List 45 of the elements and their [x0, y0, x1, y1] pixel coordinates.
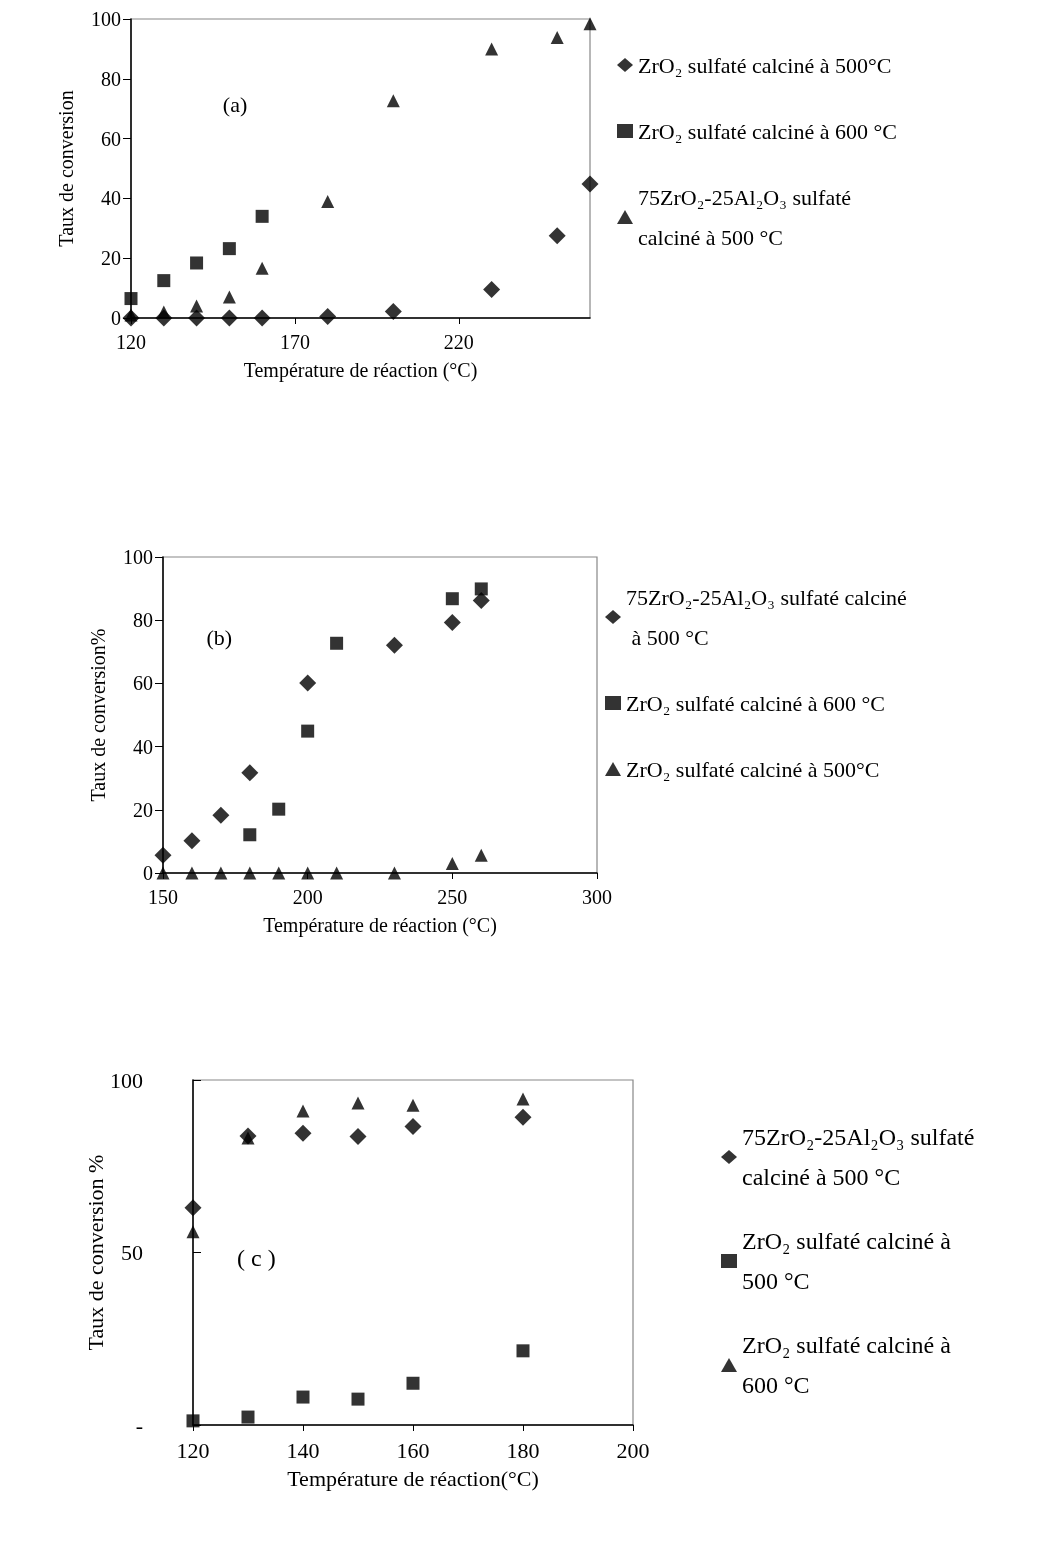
- y-axis-title: Taux de conversion%: [87, 628, 109, 802]
- y-tick-label: 100: [110, 1067, 143, 1093]
- y-tick-label: -: [135, 1412, 143, 1438]
- x-tick-label: 200: [292, 886, 323, 908]
- x-tick-label: 180: [506, 1437, 540, 1463]
- x-tick-label: 140: [286, 1437, 320, 1463]
- y-tick-label: 0: [143, 862, 153, 884]
- x-tick-label: 300: [582, 886, 612, 908]
- y-tick-label: 50: [121, 1240, 143, 1265]
- x-tick-label: 170: [279, 331, 310, 353]
- x-tick-label: 220: [443, 331, 474, 353]
- y-tick-label: 80: [133, 609, 153, 632]
- legend-label: 75ZrO₂-25Al₂O₃ sulfaté calciné à 500 °C: [626, 584, 907, 650]
- legend-label: ZrO₂ sulfaté calciné à 600 °C: [638, 118, 897, 144]
- x-tick-label: 120: [176, 1437, 210, 1463]
- x-axis-title: Température de réaction(°C): [287, 1465, 539, 1491]
- legend-label: ZrO₂ sulfaté calciné à 500 °C: [742, 1228, 957, 1294]
- annotation: ( c ): [237, 1244, 276, 1271]
- x-tick-label: 200: [616, 1437, 650, 1463]
- y-tick-label: 20: [133, 798, 153, 821]
- y-tick-label: 100: [91, 8, 121, 30]
- y-tick-label: 80: [101, 67, 121, 90]
- y-tick-label: 60: [101, 127, 121, 150]
- x-axis-title: Température de réaction (°C): [243, 359, 478, 382]
- annotation: (b): [206, 625, 233, 651]
- x-axis-title: Température de réaction (°C): [263, 914, 497, 937]
- legend-label: 75ZrO₂-25Al₂O₃ sulfaté calciné à 500 °C: [742, 1124, 981, 1190]
- legend-label: 75ZrO₂-25Al₂O₃ sulfaté calciné à 500 °C: [638, 184, 857, 250]
- y-tick-label: 0: [111, 307, 121, 329]
- y-tick-label: 40: [101, 187, 121, 210]
- legend-label: ZrO₂ sulfaté calciné à 600 °C: [742, 1332, 957, 1398]
- legend-label: ZrO₂ sulfaté calciné à 500°C: [638, 52, 892, 78]
- legend-label: ZrO₂ sulfaté calciné à 600 °C: [626, 690, 885, 716]
- legend-label: ZrO₂ sulfaté calciné à 500°C: [626, 756, 880, 782]
- y-tick-label: 20: [101, 247, 121, 270]
- y-tick-label: 60: [133, 672, 153, 695]
- x-tick-label: 120: [116, 331, 146, 353]
- y-axis-title: Taux de conversion: [55, 90, 77, 247]
- x-tick-label: 150: [148, 886, 178, 908]
- y-tick-label: 40: [133, 735, 153, 758]
- y-axis-title: Taux de conversion %: [82, 1154, 108, 1351]
- annotation: (a): [222, 92, 248, 118]
- x-tick-label: 160: [396, 1437, 430, 1463]
- y-tick-label: 100: [123, 546, 153, 568]
- x-tick-label: 250: [437, 886, 468, 908]
